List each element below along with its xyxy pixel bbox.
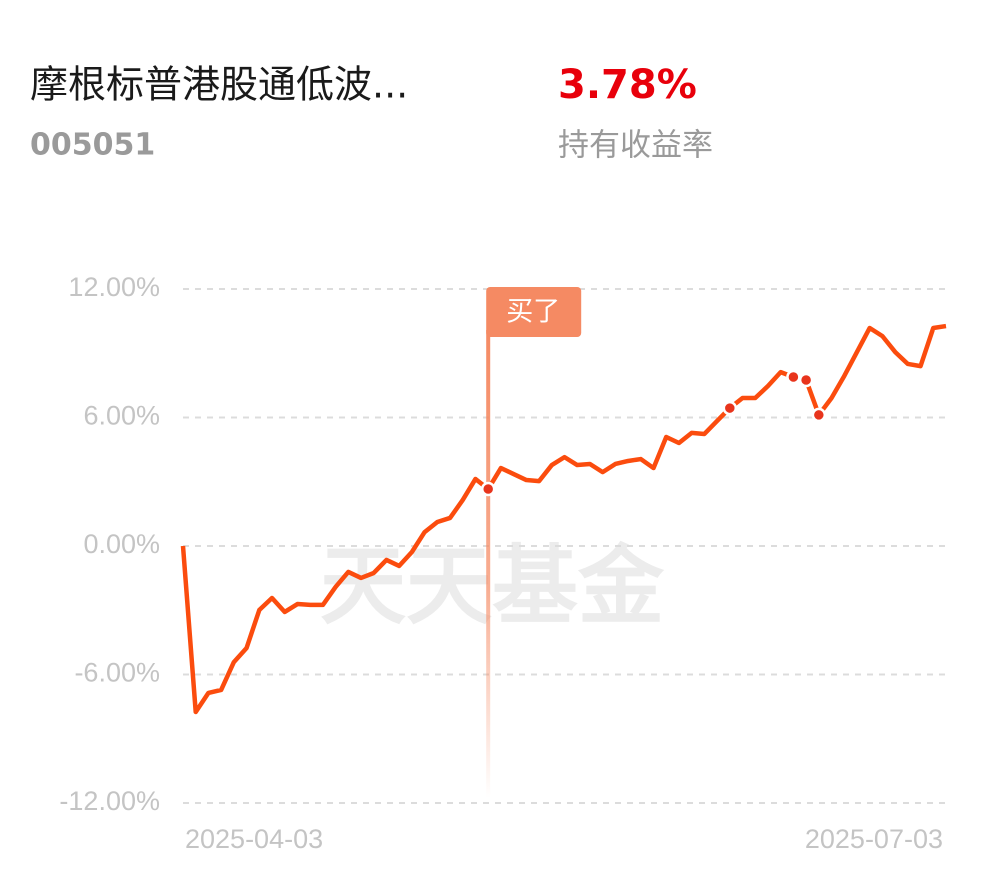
trade-point (722, 400, 738, 416)
y-tick-label: -12.00% (59, 786, 160, 816)
return-label: 持有收益率 (558, 128, 713, 164)
return-line (180, 323, 947, 715)
fund-title: 摩根标普港股通低波... (30, 63, 408, 107)
buy-tag-text: 买了 (506, 297, 560, 328)
buy-line (486, 330, 491, 798)
y-tick-label: 0.00% (83, 529, 160, 559)
trade-point (480, 481, 496, 497)
trade-point (786, 369, 801, 385)
plot: 12.00% 6.00% 0.00% -6.00% -12.00% 2025-04-03 2… (59, 272, 947, 854)
y-tick-label: 6.00% (83, 401, 160, 431)
x-tick-label: 2025-07-03 (805, 824, 943, 854)
fund-code: 005051 (30, 128, 155, 163)
watermark: 天天基金 (320, 536, 665, 636)
buy-tag (486, 287, 582, 337)
x-tick-label: 2025-04-03 (185, 824, 323, 854)
trade-point (811, 407, 827, 423)
y-tick-label: -6.00% (74, 658, 160, 688)
trade-point (798, 372, 814, 388)
return-value: 3.78% (558, 62, 697, 108)
y-tick-label: 12.00% (68, 272, 160, 302)
